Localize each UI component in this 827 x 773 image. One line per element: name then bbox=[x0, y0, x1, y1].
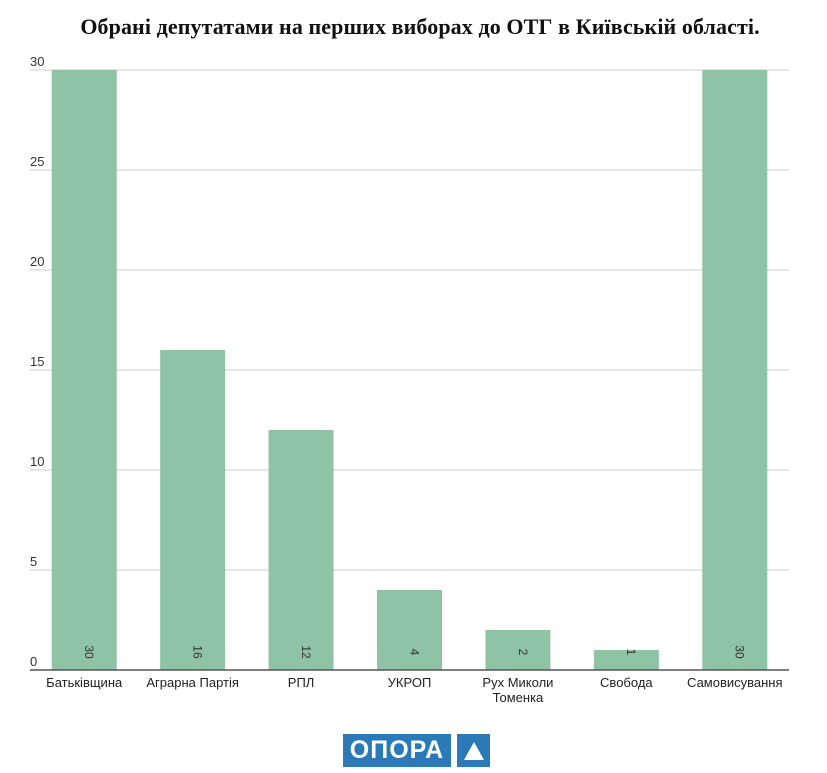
x-tick-label: РПЛ bbox=[288, 675, 315, 690]
y-tick-label: 0 bbox=[30, 654, 37, 669]
bar-value-label: 2 bbox=[516, 649, 530, 656]
gridlines bbox=[30, 69, 789, 571]
bar bbox=[160, 350, 226, 670]
bar-chart: 0 5 10 15 20 25 30 30 16 12 4 2 1 30 Батьківщина Агра… bbox=[30, 54, 789, 705]
bar bbox=[485, 630, 551, 670]
bar bbox=[51, 70, 117, 670]
y-tick-label: 20 bbox=[30, 254, 44, 269]
bar bbox=[268, 430, 334, 670]
y-tick-label: 5 bbox=[30, 554, 37, 569]
bar-value-label: 16 bbox=[190, 645, 204, 659]
opora-logo: ОПОРА bbox=[343, 734, 490, 767]
y-tick-label: 10 bbox=[30, 454, 44, 469]
bar-value-label: 30 bbox=[82, 645, 96, 659]
y-tick-label: 30 bbox=[30, 54, 44, 69]
y-tick-label: 15 bbox=[30, 354, 44, 369]
x-tick-label: Рух Миколи Томенка bbox=[482, 675, 553, 705]
chart-title: Обрані депутатами на перших виборах до О… bbox=[80, 14, 760, 39]
bar bbox=[377, 590, 442, 670]
bar bbox=[702, 70, 768, 670]
y-tick-label: 25 bbox=[30, 154, 44, 169]
bar bbox=[593, 650, 659, 670]
bar-value-label: 4 bbox=[407, 649, 421, 656]
bar-value-label: 30 bbox=[733, 645, 747, 659]
bars bbox=[51, 70, 768, 670]
x-tick-label: Самовисування bbox=[687, 675, 783, 690]
bar-value-label: 12 bbox=[299, 645, 313, 659]
x-axis-ticks: Батьківщина Аграрна Партія РПЛ УКРОП Рух Мик… bbox=[46, 675, 782, 705]
bar-value-label: 1 bbox=[624, 649, 638, 656]
x-tick-label: Батьківщина bbox=[46, 675, 123, 690]
x-tick-label: Аграрна Партія bbox=[146, 675, 239, 690]
x-tick-label: УКРОП bbox=[388, 675, 432, 690]
y-axis-ticks: 0 5 10 15 20 25 30 bbox=[30, 54, 44, 669]
triangle-logo-icon bbox=[457, 734, 490, 767]
logo-text: ОПОРА bbox=[343, 734, 451, 767]
bar-value-labels: 30 16 12 4 2 1 30 bbox=[82, 645, 747, 659]
x-tick-label: Свобода bbox=[600, 675, 653, 690]
